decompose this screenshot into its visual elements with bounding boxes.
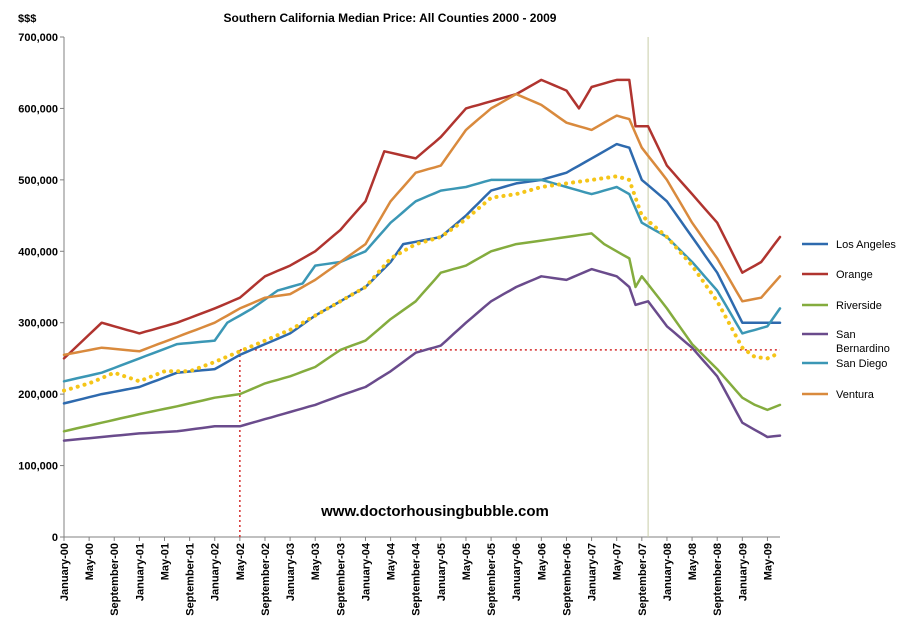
x-tick-label: January-05 [436,543,448,601]
y-tick-label: 600,000 [18,103,58,115]
y-tick-label: 100,000 [18,461,58,473]
x-tick-label: May-07 [612,543,624,580]
x-tick-label: September-02 [260,543,272,616]
series-line-ventura [62,92,782,357]
x-tick-label: September-05 [486,543,498,616]
x-tick-label: September-01 [185,543,197,616]
x-tick-label: September-07 [637,543,649,616]
chart-title: Southern California Median Price: All Co… [224,11,557,25]
x-tick-label: May-08 [687,543,699,580]
series-line-los-angeles [62,142,782,405]
x-tick-label: September-03 [335,543,347,616]
x-tick-label: January-09 [737,543,749,601]
y-tick-label: 400,000 [18,246,58,258]
x-tick-label: January-03 [285,543,297,601]
y-tick-label: 0 [52,532,58,544]
legend: Los Angeles Orange Riverside San Bernardino S… [802,239,896,401]
y-tick-label: 200,000 [18,389,58,401]
x-tick-label: May-01 [159,543,171,580]
x-tick-label: May-02 [235,543,247,580]
series-line-san-bernardino [62,267,782,442]
x-tick-label: May-03 [310,543,322,580]
series-line-orange [62,78,782,360]
legend-label: Riverside [836,300,882,312]
legend-label: San Diego [836,358,887,370]
x-tick-label: September-06 [561,543,573,616]
x-tick-label: May-04 [386,542,398,580]
x-tick-label: May-06 [536,543,548,580]
x-tick-label: January-06 [511,543,523,601]
x-tick-label: January-04 [360,542,372,601]
y-axis-label: $$$ [18,13,36,25]
x-tick-label: May-09 [762,543,774,580]
x-tick-label: September-08 [712,543,724,616]
y-tick-label: 500,000 [18,175,58,187]
x-tick-label: September-00 [109,543,121,616]
reference-lines [239,37,780,537]
series-line-average [62,174,782,393]
watermark-text: www.doctorhousingbubble.com [320,503,549,520]
series-layer [62,78,782,442]
legend-label: Orange [836,269,873,281]
x-tick-label: January-08 [662,543,674,601]
x-tick-label: January-07 [587,543,599,601]
y-tick-label: 300,000 [18,318,58,330]
x-tick-label: January-01 [134,543,146,601]
y-tick-label: 700,000 [18,32,58,44]
x-tick-label: May-00 [84,543,96,580]
x-tick-label: January-02 [210,543,222,601]
legend-label: Ventura [836,389,875,401]
axes: 0 100,000 200,000 300,000 400,000 500,000 600,… [18,32,780,616]
series-line-riverside [62,232,782,433]
legend-label: Bernardino [836,343,890,355]
legend-label: San [836,329,856,341]
legend-label: Los Angeles [836,239,896,251]
x-tick-label: January-00 [59,543,71,601]
x-tick-label: September-04 [411,542,423,616]
x-tick-label: May-05 [461,543,473,580]
